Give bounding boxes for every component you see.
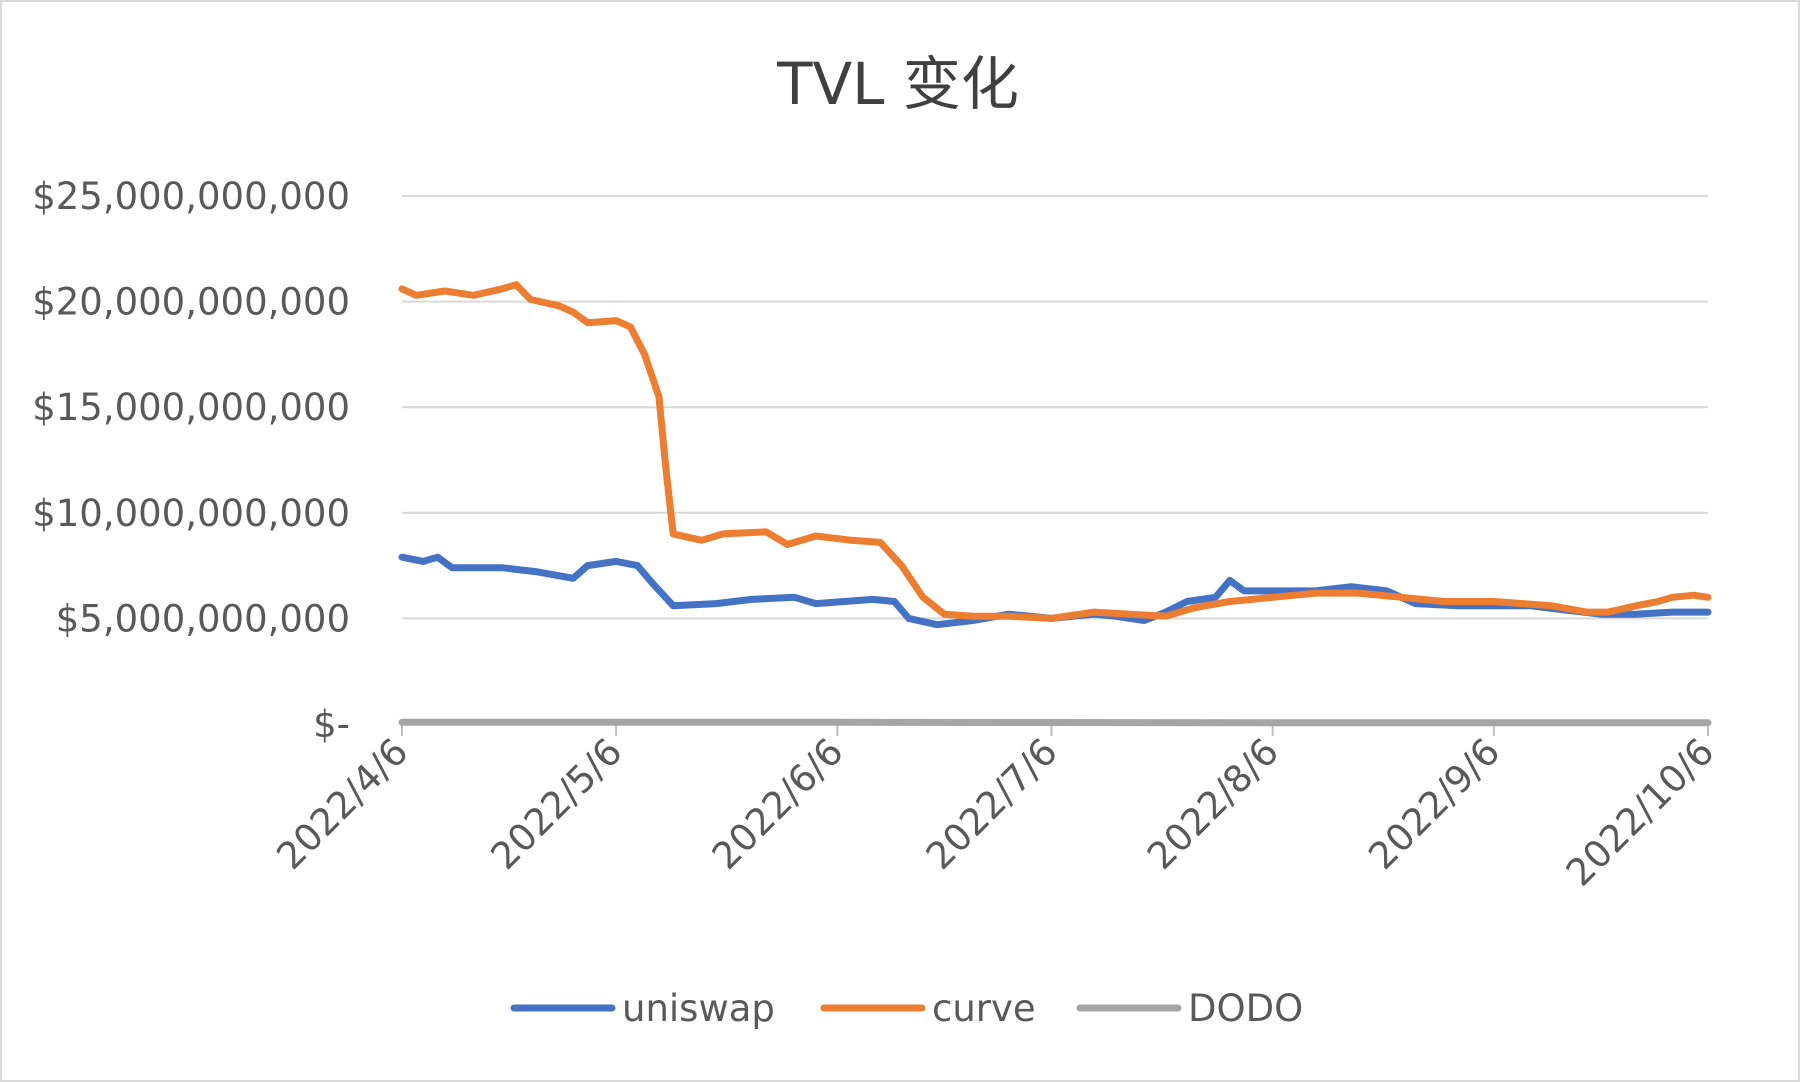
y-tick-label: $10,000,000,000 — [32, 492, 350, 535]
y-tick-label: $25,000,000,000 — [32, 175, 350, 218]
x-axis: 2022/4/6 2022/5/6 2022/6/6 2022/7/6 2022/8/6… — [268, 723, 1723, 895]
y-axis-ticks: $- $5,000,000,000 $10,000,000,000 $15,000,0… — [32, 175, 350, 746]
chart-title: TVL 变化 — [776, 50, 1019, 118]
x-tick-label: 2022/9/6 — [1360, 730, 1508, 878]
y-tick-label: $5,000,000,000 — [56, 597, 350, 640]
y-tick-label: $15,000,000,000 — [32, 386, 350, 429]
x-tick-label: 2022/7/6 — [918, 730, 1066, 878]
y-tick-label: $- — [313, 703, 350, 746]
x-tick-label: 2022/5/6 — [483, 730, 631, 878]
legend-label-curve: curve — [932, 987, 1036, 1030]
series-lines — [398, 281, 1712, 727]
x-tick-label: 2022/10/6 — [1558, 730, 1723, 895]
gridlines — [402, 195, 1708, 620]
y-tick-label: $20,000,000,000 — [32, 281, 350, 324]
x-tick-label: 2022/4/6 — [268, 730, 416, 878]
legend: uniswap curve DODO — [510, 987, 1303, 1030]
x-tick-label: 2022/8/6 — [1139, 730, 1287, 878]
series-line-curve — [398, 281, 1712, 622]
x-tick-label: 2022/6/6 — [704, 730, 852, 878]
legend-label-dodo: DODO — [1188, 987, 1303, 1030]
legend-label-uniswap: uniswap — [622, 987, 775, 1030]
